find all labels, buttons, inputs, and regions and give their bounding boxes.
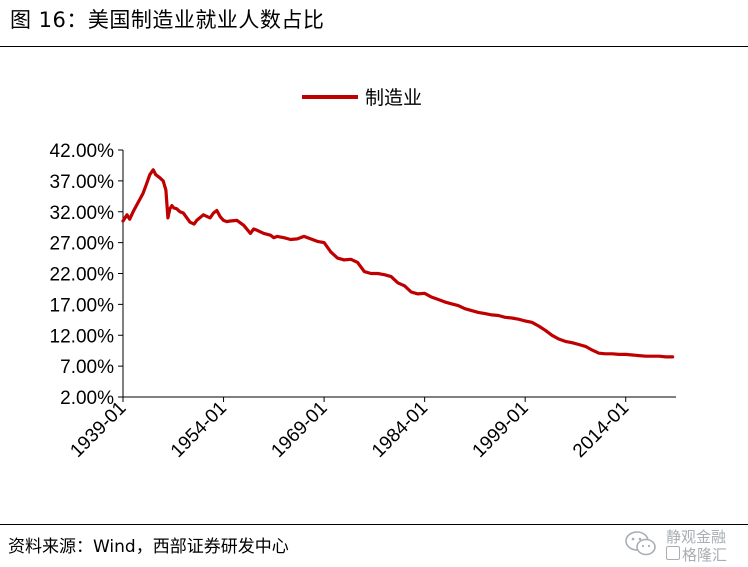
y-tick-label: 27.00% bbox=[50, 234, 115, 255]
x-tick-label: 1984-01 bbox=[368, 398, 432, 462]
y-tick-label: 37.00% bbox=[50, 172, 115, 193]
figure-title: 图 16：美国制造业就业人数占比 bbox=[10, 8, 325, 32]
watermark-line-2: 格隆汇 bbox=[682, 546, 728, 564]
line-chart: 42.00% 37.00% 32.00% 27.00% 22.00% 17.00% 12.0… bbox=[50, 87, 676, 462]
y-tick-label: 7.00% bbox=[60, 357, 114, 378]
y-tick-label: 32.00% bbox=[50, 203, 115, 224]
y-tick-label: 22.00% bbox=[50, 265, 115, 286]
y-tick-label: 2.00% bbox=[60, 388, 114, 409]
watermark-badge-icon bbox=[666, 546, 680, 560]
wechat-logo-icon bbox=[625, 531, 656, 556]
x-tick-label: 1999-01 bbox=[469, 398, 533, 462]
source-note: 资料来源：Wind，西部证券研发中心 bbox=[8, 537, 289, 557]
y-tick-label: 17.00% bbox=[50, 295, 115, 316]
x-tick-label: 1954-01 bbox=[167, 398, 231, 462]
watermark-line-1: 静观金融 bbox=[666, 528, 727, 546]
y-tick-label: 12.00% bbox=[50, 326, 115, 347]
watermark: 静观金融 格隆汇 bbox=[622, 526, 742, 564]
source-divider bbox=[0, 524, 748, 525]
legend-label: 制造业 bbox=[365, 87, 422, 109]
y-tick-label: 42.00% bbox=[50, 141, 115, 162]
x-tick-label: 2014-01 bbox=[569, 398, 633, 462]
series-line-manufacturing bbox=[121, 168, 675, 359]
title-divider bbox=[0, 46, 748, 47]
x-tick-label: 1969-01 bbox=[267, 398, 331, 462]
